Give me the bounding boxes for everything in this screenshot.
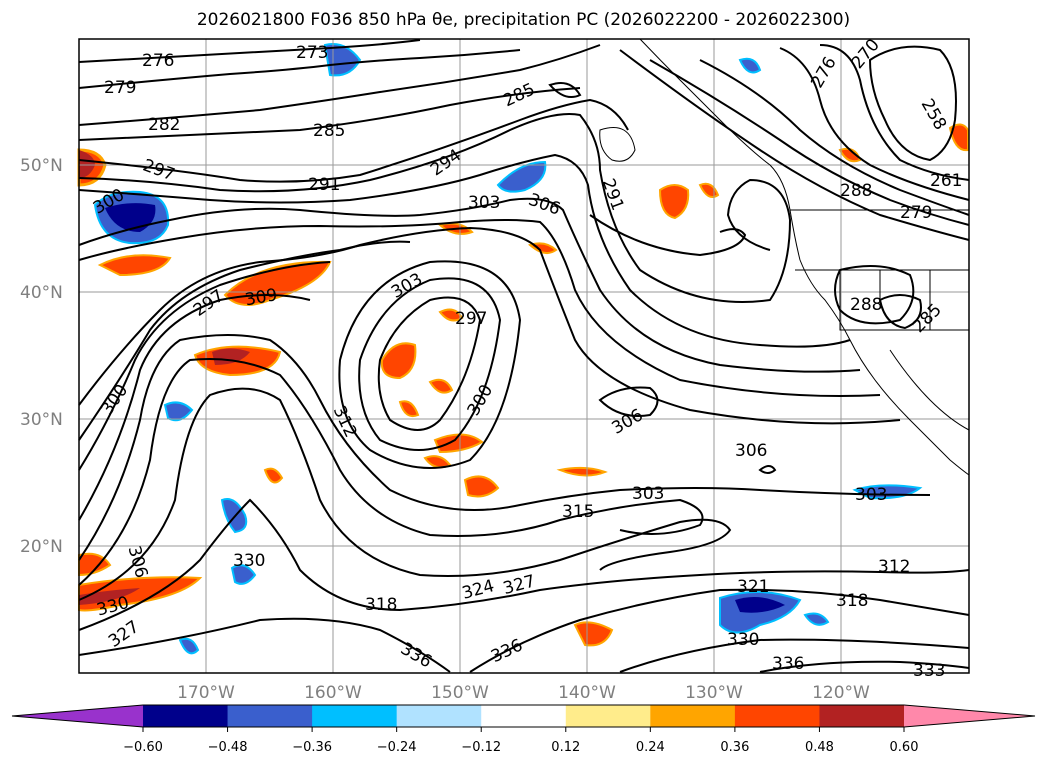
contour-label: 261	[930, 171, 962, 191]
colorbar-extend-low	[12, 705, 143, 727]
lon-label: 130°W	[685, 683, 743, 703]
colorbar-tick-label: −0.48	[208, 740, 248, 755]
colorbar-tick-label: 0.60	[890, 740, 919, 755]
colorbar-tick-label: −0.12	[461, 740, 501, 755]
contour-label: 336	[772, 654, 804, 674]
contour-label: 291	[308, 175, 340, 195]
contour-label: 315	[562, 502, 594, 522]
contour-label: 318	[836, 591, 868, 611]
colorbar: −0.60 −0.48 −0.36 −0.24 −0.12 0.12 0.24 0.36 0.4…	[11, 704, 1036, 755]
contour-label: 303	[468, 193, 500, 213]
contour-label: 276	[142, 51, 174, 71]
colorbar-tick-label: 0.24	[636, 740, 665, 755]
colorbar-tick-label: −0.24	[377, 740, 417, 755]
colorbar-extend-high	[904, 705, 1035, 727]
colorbar-segment	[565, 705, 651, 727]
lon-label: 160°W	[304, 683, 362, 703]
lat-label: 50°N	[20, 156, 63, 176]
colorbar-tick-label: 0.48	[805, 740, 834, 755]
contour-label: 288	[840, 181, 872, 201]
contour-label: 273	[296, 43, 328, 63]
contour-label: 306	[735, 441, 767, 461]
contour-label: 303	[855, 485, 887, 505]
lon-label: 150°W	[431, 683, 489, 703]
contour-label: 279	[900, 203, 932, 223]
contour-label: 282	[148, 115, 180, 135]
lon-label: 120°W	[812, 683, 870, 703]
contour-label: 312	[878, 557, 910, 577]
colorbar-segment	[312, 705, 398, 727]
contour-label: 330	[727, 630, 759, 650]
contour-label: 303	[632, 484, 664, 504]
coastline	[639, 38, 970, 476]
contour-label: 330	[233, 551, 265, 571]
precip-shading	[77, 43, 969, 655]
contour-label: 279	[104, 78, 136, 98]
colorbar-tick-label: −0.60	[123, 740, 163, 755]
contour-label: 288	[850, 295, 882, 315]
lon-label: 140°W	[558, 683, 616, 703]
longitude-labels: 170°W 160°W 150°W 140°W 130°W 120°W	[177, 683, 870, 703]
colorbar-segment	[819, 705, 905, 727]
theta-e-contours	[78, 39, 970, 673]
lon-label: 170°W	[177, 683, 235, 703]
contour-label: 318	[365, 595, 397, 615]
lat-label: 20°N	[20, 537, 63, 557]
colorbar-segment	[734, 705, 820, 727]
contour-label: 333	[913, 661, 945, 681]
colorbar-segment	[143, 705, 229, 727]
latitude-labels: 50°N 40°N 30°N 20°N	[20, 156, 63, 557]
colorbar-segment	[227, 705, 313, 727]
map-title: 2026021800 F036 850 hPa θe, precipitatio…	[196, 10, 851, 30]
contour-label: 321	[737, 577, 769, 597]
colorbar-tick-label: 0.36	[720, 740, 749, 755]
contour-label: 297	[455, 309, 487, 329]
lat-label: 30°N	[20, 410, 63, 430]
colorbar-segment	[396, 705, 482, 727]
colorbar-segment	[481, 705, 567, 727]
colorbar-segment	[650, 705, 736, 727]
colorbar-tick-label: 0.12	[551, 740, 580, 755]
contour-label: 285	[313, 121, 345, 141]
colorbar-tick-label: −0.36	[292, 740, 332, 755]
map-panel: 276 273 279 282 285 285 297 291 300 294 …	[77, 35, 970, 681]
lat-label: 40°N	[20, 283, 63, 303]
